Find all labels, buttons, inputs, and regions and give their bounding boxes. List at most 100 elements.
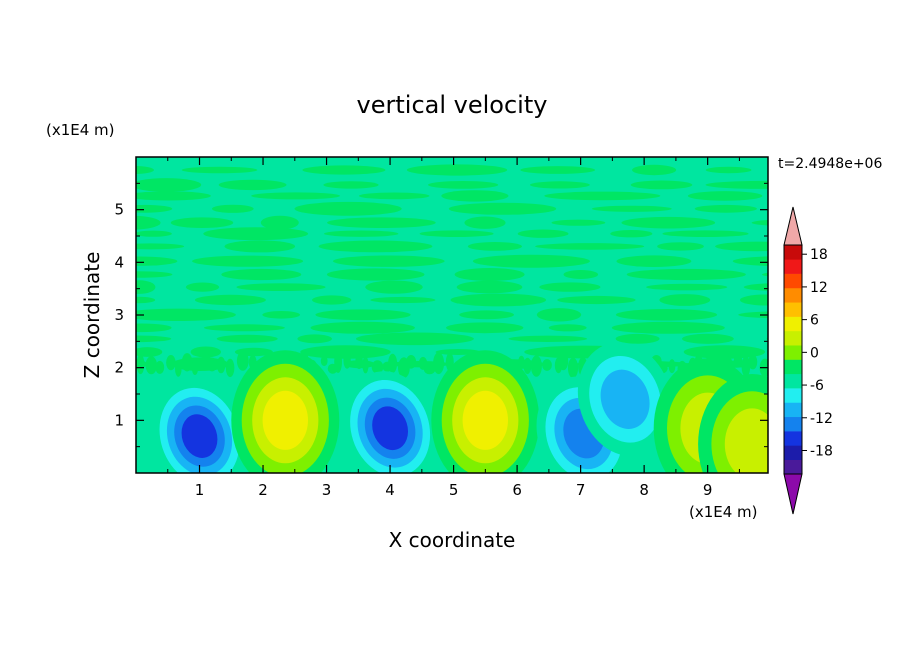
wave-streak <box>194 294 266 306</box>
wave-streak <box>136 191 211 201</box>
cell <box>152 379 247 473</box>
wave-streak <box>216 334 278 343</box>
x-tick-label: 5 <box>449 481 459 499</box>
contour-field <box>136 157 768 473</box>
colorbar: 18 12 6 0 -6 -12 -18 <box>783 206 833 515</box>
wave-streak <box>563 270 599 279</box>
y-axis: 1 2 3 4 5 <box>114 182 768 448</box>
x-tick-label: 2 <box>258 481 268 499</box>
wave-streak <box>145 356 157 375</box>
wave-streak <box>467 242 522 251</box>
wave-streak <box>632 164 677 176</box>
wave-streak <box>365 280 423 294</box>
wave-streak <box>170 217 234 228</box>
wave-streak <box>326 268 425 281</box>
wave-streak <box>320 355 328 367</box>
y-tick-label: 1 <box>114 411 124 429</box>
wave-streak <box>450 293 547 307</box>
wave-streak <box>224 240 296 253</box>
wave-streak <box>362 356 369 374</box>
wave-streak <box>558 352 569 371</box>
colorbar-tick-label: -6 <box>810 378 824 394</box>
wave-streak <box>459 310 514 320</box>
wave-streak <box>740 294 768 306</box>
wave-streak <box>428 181 499 189</box>
wave-streak <box>508 335 588 342</box>
wave-streak <box>464 216 506 229</box>
wave-streak <box>446 322 524 334</box>
colorbar-tick-label: -18 <box>810 443 833 459</box>
wave-streak <box>371 360 384 374</box>
colorbar-swatch <box>784 459 802 475</box>
wave-streak <box>743 283 768 291</box>
wave-streak <box>762 272 768 277</box>
wave-streak <box>733 355 743 367</box>
wave-streak <box>705 180 768 189</box>
convective-cells <box>152 342 768 473</box>
cell-contour <box>724 408 768 473</box>
colorbar-swatch <box>784 445 802 460</box>
colorbar-frame <box>783 244 803 475</box>
x-tick-label: 1 <box>195 481 205 499</box>
colorbar-swatch <box>784 402 802 418</box>
wave-streak <box>646 283 728 291</box>
wave-streak <box>236 351 249 371</box>
wave-streak <box>662 230 749 237</box>
wave-streak <box>448 202 557 215</box>
wave-streak <box>327 217 436 228</box>
colorbar-tick-label: -12 <box>810 411 833 427</box>
wave-streak <box>192 255 304 267</box>
wave-streak <box>323 181 379 189</box>
wave-streak <box>136 280 156 294</box>
wave-streak <box>216 356 226 374</box>
wave-streak <box>302 165 386 175</box>
wave-streak <box>630 180 693 190</box>
time-label: t=2.4948e+06 <box>778 156 882 172</box>
wave-streak <box>260 215 299 230</box>
wave-streak <box>567 357 579 379</box>
wave-streak <box>310 321 415 334</box>
x-axis-title: X coordinate <box>389 528 516 552</box>
x-tick-label: 3 <box>322 481 332 499</box>
wave-streak <box>181 166 258 174</box>
wave-streak <box>517 229 569 238</box>
wave-streak <box>136 230 172 237</box>
wave-streak <box>136 296 156 304</box>
wave-streak <box>687 191 763 201</box>
wave-streak <box>536 308 582 322</box>
x-unit-label: (x1E4 m) <box>689 503 758 521</box>
wave-streak <box>557 295 636 305</box>
wave-streak <box>343 351 351 369</box>
wave-streak <box>705 166 752 174</box>
wave-streak <box>423 364 436 375</box>
colorbar-swatch <box>784 330 802 346</box>
wave-streak <box>419 230 494 237</box>
x-tick-label: 9 <box>703 481 713 499</box>
cell-contour <box>462 390 508 450</box>
wave-streak <box>551 219 606 226</box>
wave-streak <box>185 282 220 292</box>
y-tick-label: 5 <box>114 201 124 219</box>
wave-streak <box>206 357 218 372</box>
cell-contour <box>600 369 650 429</box>
x-tick-label: 8 <box>639 481 649 499</box>
wave-streak <box>715 241 768 252</box>
wave-streak <box>454 268 525 281</box>
colorbar-swatch <box>784 316 802 332</box>
chart-title: vertical velocity <box>357 91 548 119</box>
wave-streak <box>136 335 172 343</box>
cell <box>577 342 673 457</box>
wave-streak <box>262 311 301 319</box>
wave-streak <box>136 271 173 278</box>
wave-streak <box>315 309 411 321</box>
wave-streak <box>136 204 173 213</box>
wave-streak <box>659 294 711 306</box>
wave-streak <box>318 240 433 253</box>
wave-streak <box>530 181 590 189</box>
wave-streak <box>441 190 509 202</box>
wave-streak <box>334 350 342 373</box>
wave-streak <box>548 324 587 332</box>
wave-streak <box>190 346 221 358</box>
wave-streak <box>406 355 417 369</box>
